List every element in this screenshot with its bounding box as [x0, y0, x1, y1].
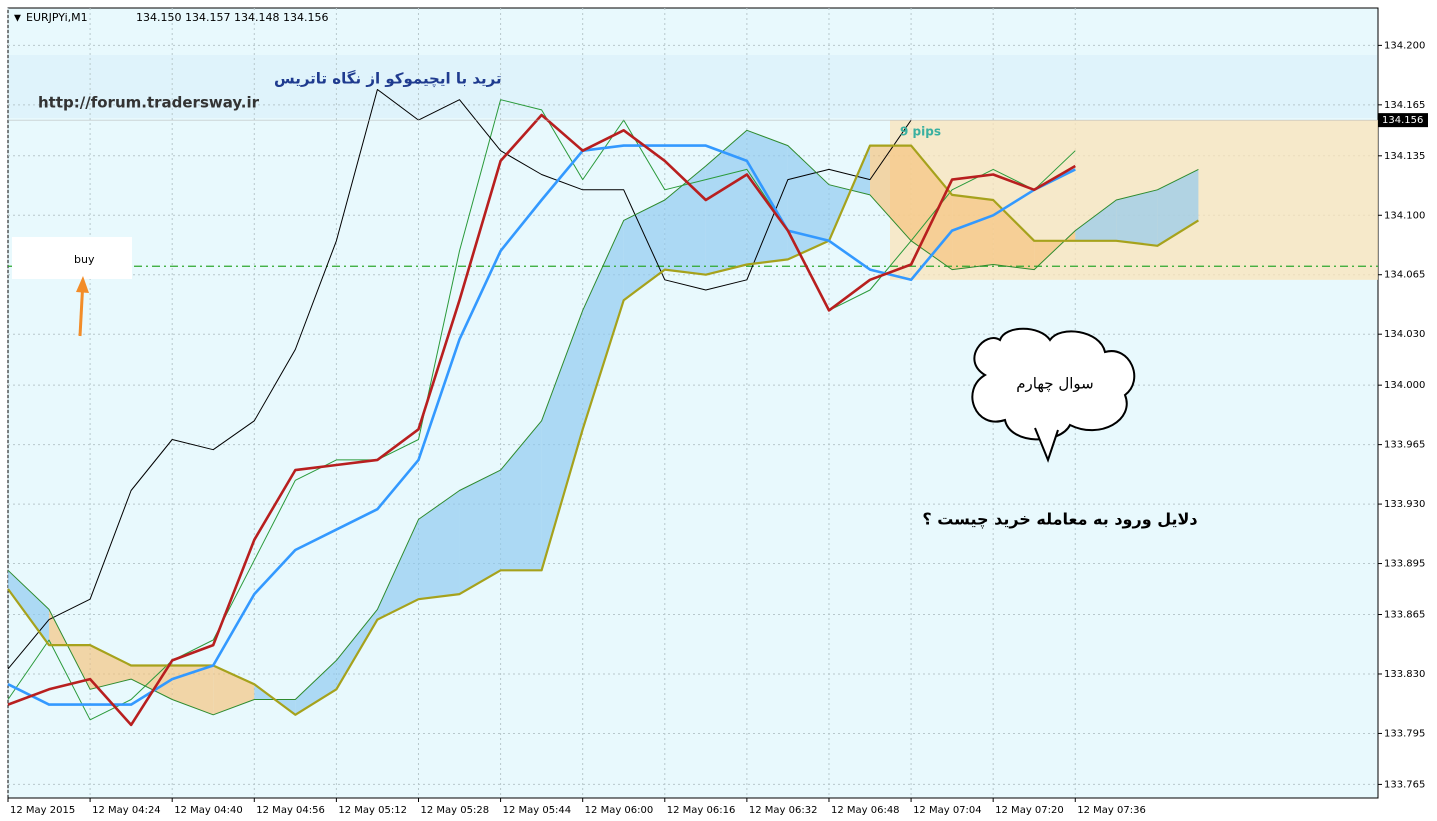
cloud-segment	[870, 145, 912, 241]
y-tick-label: 134.000	[1384, 380, 1425, 391]
url: http://forum.tradersway.ir	[38, 94, 260, 112]
band	[9, 55, 1377, 118]
x-tick-label: 12 May 05:44	[503, 805, 572, 816]
x-tick-label: 12 May 05:28	[420, 805, 489, 816]
price-box	[1378, 113, 1428, 128]
y-tick-label: 134.135	[1384, 151, 1425, 162]
y-tick-label: 133.830	[1384, 669, 1425, 680]
cloud-segment	[8, 570, 50, 646]
x-tick-label: 12 May 05:12	[338, 805, 407, 816]
cloud-segment	[295, 660, 337, 715]
cloud-segment	[541, 310, 583, 571]
x-tick-label: 12 May 04:24	[92, 805, 161, 816]
x-tick-label: 12 May 06:00	[585, 805, 654, 816]
symbol: EURJPYi,M1	[26, 11, 88, 24]
y-tick-label: 134.030	[1384, 329, 1425, 340]
y-tick-label: 133.865	[1384, 610, 1425, 621]
heading: ترید با ایچیموکو از نگاه تاتریس	[274, 70, 502, 89]
bubble-tail	[1034, 427, 1059, 463]
x-tick-label: 12 May 06:16	[667, 805, 736, 816]
label-box	[12, 237, 132, 279]
header-arrow: ▼	[14, 14, 21, 24]
cloud-segment	[952, 194, 994, 270]
cloud-segment	[213, 665, 255, 715]
cloud-segment	[459, 470, 501, 595]
cloud-segment	[49, 609, 91, 690]
cloud-segment	[377, 519, 419, 620]
ohlc-value: 134.156	[283, 11, 329, 24]
series-line	[7, 99, 1076, 721]
under-layer	[7, 8, 1378, 798]
question: دلایل ورود به معامله خرید چیست ؟	[922, 510, 1197, 530]
x-tick-label: 12 May 2015	[10, 805, 75, 816]
zone-label: 9 pips	[900, 125, 941, 139]
marks-layer	[7, 89, 1199, 727]
cloud-segment	[1116, 189, 1158, 246]
cloud-segment	[664, 166, 706, 275]
series-line	[7, 89, 912, 670]
arrow-head	[76, 276, 89, 293]
ohlc-value: 134.157	[185, 11, 231, 24]
cloud-segment	[336, 609, 378, 690]
buy-label: buy	[74, 253, 95, 266]
y-tick-label: 133.795	[1384, 728, 1425, 739]
cloud-segment	[131, 665, 173, 700]
x-tick-label: 12 May 06:48	[831, 805, 900, 816]
y-tick-label: 134.100	[1384, 210, 1425, 221]
cloud-segment	[172, 665, 214, 715]
y-tick-label: 134.165	[1384, 100, 1425, 111]
series-line	[7, 144, 1076, 706]
bubble-text: سوال چهارم	[1016, 375, 1093, 393]
y-tick-label: 134.065	[1384, 270, 1425, 281]
cloud-segment	[623, 199, 665, 301]
y-tick-label: 133.895	[1384, 559, 1425, 570]
cloud-segment	[582, 220, 624, 430]
ohlc-value: 134.148	[234, 11, 280, 24]
y-tick-label: 133.965	[1384, 440, 1425, 451]
x-tick-label: 12 May 07:04	[913, 805, 982, 816]
cloud-segment	[1075, 199, 1117, 241]
y-tick-label: 133.930	[1384, 499, 1425, 510]
cloud-segment	[705, 130, 747, 275]
cloud-segment	[911, 145, 953, 270]
series-line	[7, 129, 1199, 716]
x-tick-label: 12 May 04:40	[174, 805, 243, 816]
x-tick-label: 12 May 07:20	[995, 805, 1064, 816]
series-line	[7, 144, 1199, 716]
y-tick-label: 133.765	[1384, 779, 1425, 790]
y-tick-label: 134.200	[1384, 40, 1425, 51]
x-tick-label: 12 May 06:32	[749, 805, 818, 816]
price-label: 134.156	[1382, 115, 1423, 126]
cloud-segment	[418, 490, 460, 600]
cloud-segment	[787, 145, 829, 260]
cloud-segment	[90, 645, 132, 690]
series-line	[7, 113, 1076, 727]
cloud-segment	[993, 199, 1035, 270]
ohlc-value: 134.150	[136, 11, 182, 24]
x-tick-label: 12 May 04:56	[256, 805, 325, 816]
speech-bubble	[971, 327, 1136, 441]
x-tick-label: 12 May 07:36	[1077, 805, 1146, 816]
